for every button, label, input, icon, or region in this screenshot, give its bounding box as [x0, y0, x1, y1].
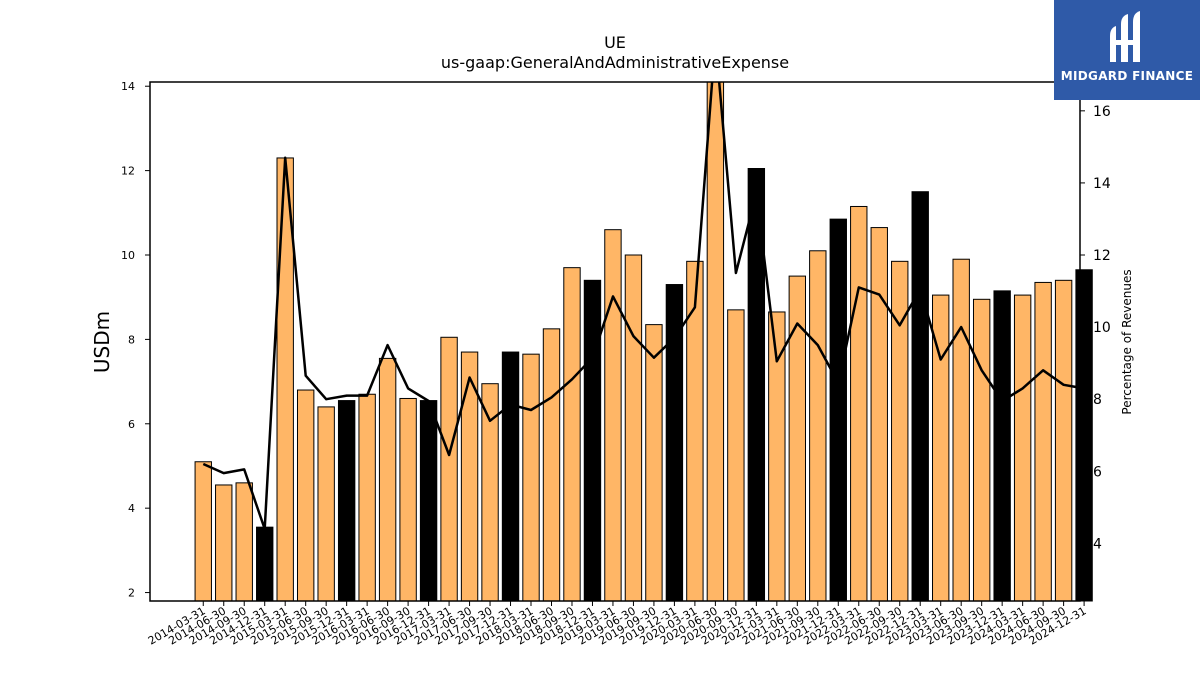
bar-2018-09-30 — [563, 267, 581, 602]
bar-2022-03-31 — [850, 205, 868, 602]
bar-2016-09-30 — [399, 397, 417, 602]
y-tick-label-left: 12 — [121, 165, 135, 178]
pct-revenue-line — [202, 82, 1080, 531]
bar-2021-12-31 — [829, 218, 847, 602]
bar-2023-06-30 — [952, 258, 970, 602]
bar-2018-03-31 — [522, 353, 540, 602]
y-tick-label-right: 16 — [1093, 104, 1111, 120]
bar-2015-09-30 — [317, 406, 335, 602]
bar-2018-06-30 — [542, 328, 561, 602]
y-tick-label-left: 6 — [128, 418, 135, 431]
y-axis-right: 4 6 8 10 12 14 16 — [1080, 104, 1111, 552]
y-axis-left: 2 4 6 8 10 12 14 — [121, 80, 150, 600]
y-tick-label-right: 12 — [1093, 248, 1111, 264]
bar-2014-09-30 — [235, 482, 253, 602]
y-tick-label-right: 6 — [1093, 464, 1102, 480]
y-tick-label-left: 8 — [128, 333, 135, 346]
bar-2020-09-30 — [727, 309, 745, 602]
logo-mark-icon — [1110, 11, 1140, 62]
bar-2017-03-31 — [440, 336, 458, 602]
y-axis-label-right: Percentage of Revenues — [1120, 269, 1134, 414]
bar-2020-03-31 — [686, 260, 704, 602]
bar-2015-12-31 — [337, 400, 356, 602]
bar-2015-06-30 — [296, 389, 315, 602]
bar-2022-09-30 — [891, 260, 909, 602]
bar-2016-03-31 — [358, 393, 376, 602]
bar-2022-12-31 — [911, 191, 929, 602]
bar-2019-12-31 — [665, 284, 684, 602]
brand-name: MIDGARD FINANCE — [1060, 69, 1194, 83]
bar-2023-12-31 — [993, 290, 1011, 602]
bar-2018-12-31 — [583, 279, 602, 602]
y-tick-label-left: 2 — [128, 587, 135, 600]
bar-2014-12-31 — [256, 526, 274, 602]
y-tick-label-left: 4 — [128, 502, 135, 515]
bar-2024-09-30 — [1054, 279, 1073, 602]
chart-title: UE — [604, 33, 626, 52]
y-tick-label-left: 14 — [121, 80, 135, 93]
y-tick-label-right: 10 — [1093, 320, 1111, 336]
brand-logo: MIDGARD FINANCE — [1054, 0, 1200, 100]
bar-2019-06-30 — [624, 254, 643, 602]
plot-frame — [149, 81, 1081, 602]
y-axis-label: USDm — [90, 311, 114, 373]
bar-2016-12-31 — [419, 400, 438, 602]
bar-2014-03-31 — [194, 461, 212, 602]
y-tick-label-right: 4 — [1093, 536, 1102, 552]
bar-2014-06-30 — [215, 484, 233, 602]
bar-2020-06-30 — [706, 81, 725, 602]
bar-2019-03-31 — [604, 229, 622, 602]
y-tick-label-left: 10 — [121, 249, 135, 262]
bars-group — [194, 81, 1093, 602]
bar-2019-09-30 — [645, 324, 663, 602]
y-tick-label-right: 14 — [1093, 176, 1111, 192]
bar-2021-09-30 — [809, 250, 827, 602]
bar-2024-06-30 — [1034, 281, 1052, 602]
bar-2016-06-30 — [378, 357, 397, 602]
bar-2024-03-31 — [1013, 294, 1032, 602]
bar-2022-06-30 — [870, 227, 888, 602]
x-axis: 2014-03-312014-06-302014-09-302014-12-31… — [146, 601, 1089, 648]
bar-2023-09-30 — [972, 298, 991, 602]
chart-subtitle: us-gaap:GeneralAndAdministrativeExpense — [441, 53, 789, 72]
bar-2017-12-31 — [501, 351, 520, 602]
bar-2024-12-31 — [1075, 269, 1093, 602]
line-group — [202, 82, 1080, 531]
y-tick-label-right: 8 — [1093, 392, 1102, 408]
